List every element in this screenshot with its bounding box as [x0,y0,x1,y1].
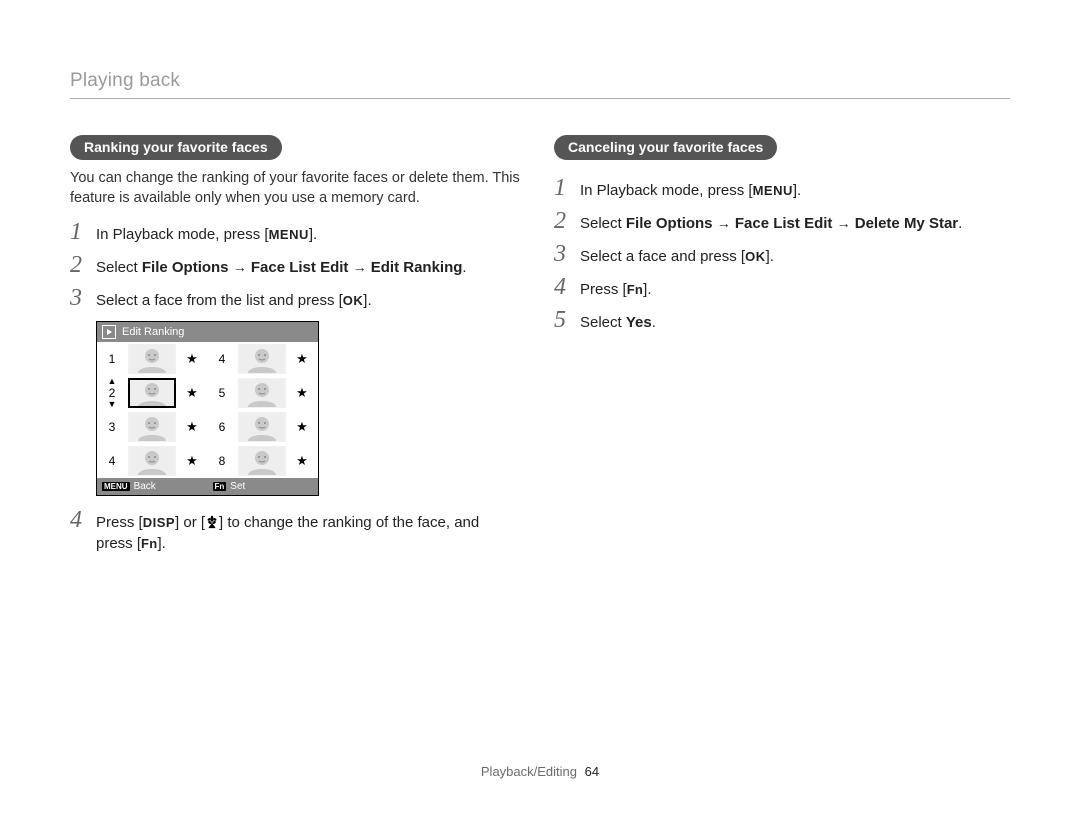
step-number: 3 [70,286,96,310]
section-heading-ranking: Ranking your favorite faces [70,135,282,160]
steps-right: 1 In Playback mode, press [MENU]. 2 Sele… [554,178,1004,333]
star-icon: ★ [177,410,207,444]
step-body: Select File Options → Face List Edit → D… [580,211,962,234]
footer-page-number: 64 [585,764,599,779]
face-thumbnail [238,412,286,442]
face-thumbnail [128,378,176,408]
intro-text: You can change the ranking of your favor… [70,169,520,208]
star-icon: ★ [177,444,207,478]
page: Playing back Ranking your favorite faces… [0,0,1080,815]
step-body: In Playback mode, press [MENU]. [580,178,801,201]
lcd-footer: MENUBack FnSet [97,478,318,495]
face-thumbnail [238,344,286,374]
footer-section: Playback/Editing [481,764,577,779]
rank-number: 3 [97,410,127,444]
left-column: Ranking your favorite faces You can chan… [70,135,520,564]
step-number: 4 [70,508,96,532]
step-1: 1 In Playback mode, press [MENU]. [70,222,520,245]
right-column: Canceling your favorite faces 1 In Playb… [554,135,1004,564]
step-1: 1 In Playback mode, press [MENU]. [554,178,1004,201]
lcd-screen: Edit Ranking 1★4★2▲▼★5★3★6★4★8★ MENUBack… [96,321,319,496]
step-number: 5 [554,308,580,332]
page-footer: Playback/Editing 64 [0,764,1080,779]
rank-number: 4 [207,342,237,376]
step-number: 4 [554,275,580,299]
breadcrumb: Playing back [70,70,1010,92]
rank-number: 2▲▼ [97,376,127,410]
step-3: 3 Select a face and press [OK]. [554,244,1004,267]
face-thumbnail [128,412,176,442]
lcd-title-text: Edit Ranking [122,326,184,338]
step-body: Select Yes. [580,310,656,333]
step-body: Press [Fn]. [580,277,652,300]
step-body: Select a face and press [OK]. [580,244,774,267]
disp-chip: DISP [143,514,175,532]
step-2: 2 Select File Options → Face List Edit →… [554,211,1004,234]
step-body: Select a face from the list and press [O… [96,288,372,311]
page-header: Playing back [70,70,1010,99]
ok-chip: OK [745,248,766,266]
rank-number: 1 [97,342,127,376]
step-number: 1 [70,220,96,244]
menu-chip: MENU [753,182,793,200]
star-icon: ★ [177,376,207,410]
star-icon: ★ [177,342,207,376]
face-thumbnail [238,378,286,408]
steps-left-cont: 4 Press [DISP] or [] to change the ranki… [70,510,520,554]
step-body: Press [DISP] or [] to change the ranking… [96,510,520,554]
macro-flower-icon [205,514,219,528]
rank-number: 4 [97,444,127,478]
step-number: 1 [554,176,580,200]
step-body: Select File Options → Face List Edit → E… [96,255,467,278]
step-3: 3 Select a face from the list and press … [70,288,520,311]
playback-mode-icon [102,325,116,339]
step-body: In Playback mode, press [MENU]. [96,222,317,245]
step-2: 2 Select File Options → Face List Edit →… [70,255,520,278]
columns: Ranking your favorite faces You can chan… [70,135,1010,564]
rank-number: 5 [207,376,237,410]
step-5: 5 Select Yes. [554,310,1004,333]
menu-chip: MENU [269,226,309,244]
face-thumbnail [128,446,176,476]
step-4: 4 Press [Fn]. [554,277,1004,300]
star-icon: ★ [287,342,317,376]
lcd-back: MENUBack [97,478,208,495]
lcd-grid: 1★4★2▲▼★5★3★6★4★8★ [97,342,318,478]
star-icon: ★ [287,410,317,444]
step-number: 2 [554,209,580,233]
star-icon: ★ [287,376,317,410]
face-thumbnail [238,446,286,476]
rank-number: 8 [207,444,237,478]
fn-chip: Fn [627,281,643,299]
rank-number: 6 [207,410,237,444]
lcd-set: FnSet [208,478,319,495]
star-icon: ★ [287,444,317,478]
section-heading-canceling: Canceling your favorite faces [554,135,777,160]
steps-left: 1 In Playback mode, press [MENU]. 2 Sele… [70,222,520,311]
face-thumbnail [128,344,176,374]
step-number: 2 [70,253,96,277]
step-number: 3 [554,242,580,266]
lcd-titlebar: Edit Ranking [97,322,318,342]
ok-chip: OK [343,292,364,310]
header-rule [70,98,1010,99]
fn-chip: Fn [141,535,157,553]
step-4: 4 Press [DISP] or [] to change the ranki… [70,510,520,554]
